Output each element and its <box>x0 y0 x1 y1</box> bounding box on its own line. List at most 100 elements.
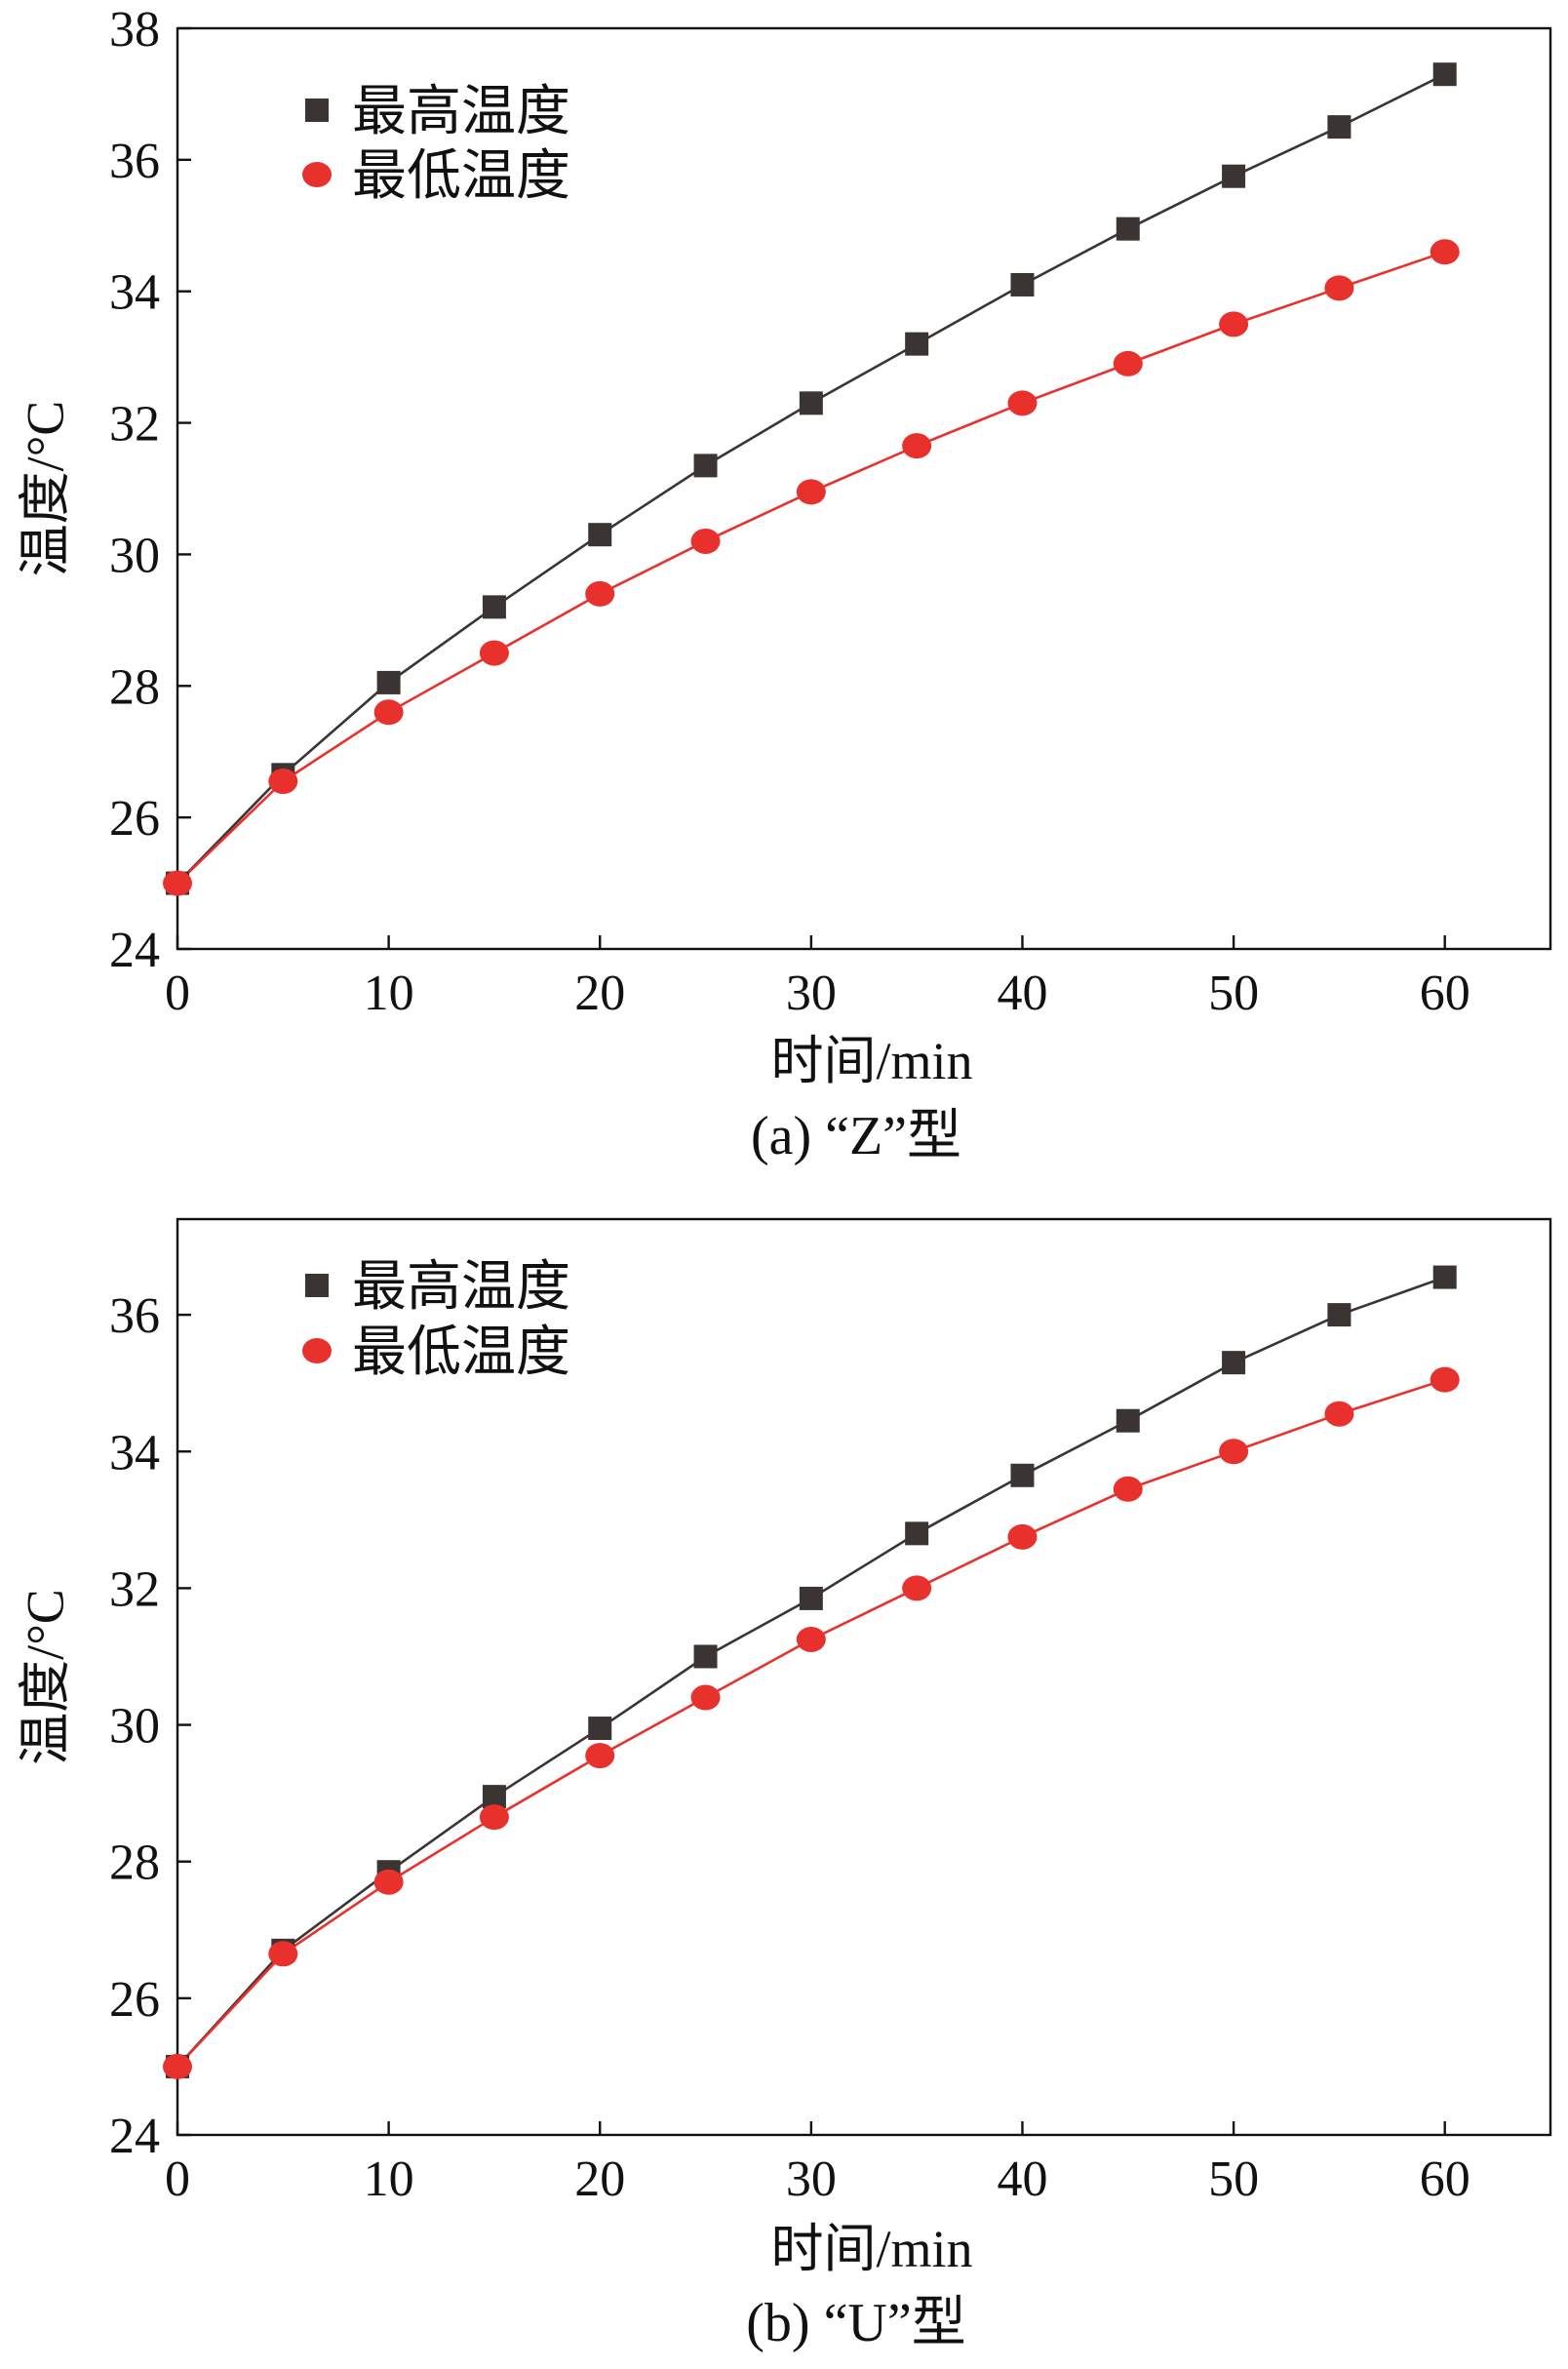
x-tick-label: 0 <box>165 2152 190 2207</box>
x-tick-label: 50 <box>1208 966 1259 1021</box>
data-point-min <box>585 1743 615 1769</box>
data-point-min <box>1430 239 1460 265</box>
data-point-min <box>1324 275 1354 301</box>
x-tick-label: 60 <box>1420 2152 1470 2207</box>
plot-frame <box>176 26 1552 951</box>
data-point-min <box>163 2053 192 2079</box>
y-tick-label: 26 <box>109 1972 160 2028</box>
data-point-min <box>479 1804 509 1831</box>
y-tick-label: 24 <box>109 923 160 978</box>
y-tick-label: 36 <box>109 134 160 189</box>
data-point-min <box>902 433 932 459</box>
data-point-max <box>799 391 823 415</box>
data-point-max <box>1327 115 1352 139</box>
y-tick-label: 36 <box>109 1288 160 1344</box>
series-line-min <box>176 1378 1446 2068</box>
data-point-min <box>796 1626 826 1652</box>
data-point-max <box>1116 217 1140 241</box>
x-tick-label: 20 <box>574 2152 625 2207</box>
data-point-max <box>1116 1408 1140 1433</box>
plot-frame <box>176 1217 1552 2137</box>
data-point-min <box>1113 1476 1143 1502</box>
data-point-max <box>588 1717 612 1741</box>
data-point-min <box>1007 390 1038 416</box>
y-tick-label: 32 <box>109 397 160 453</box>
data-point-max <box>1222 1351 1246 1375</box>
chart-panel-b: 0 10 20 30 40 50 60 24 26 28 30 32 34 36 时间/min 温度/°C (b… <box>16 1217 1552 2353</box>
data-point-max <box>1010 1463 1035 1487</box>
data-point-max <box>693 1644 718 1669</box>
y-tick-label: 28 <box>109 1836 160 1891</box>
data-point-min <box>1219 1439 1249 1465</box>
data-point-max <box>482 595 506 619</box>
x-tick-label: 50 <box>1208 2152 1259 2207</box>
data-point-min <box>796 479 826 505</box>
data-point-min <box>1219 311 1249 337</box>
data-point-max <box>376 670 401 694</box>
y-tick-label: 30 <box>109 528 160 583</box>
x-tick-label: 30 <box>786 966 837 1021</box>
x-tick-label: 20 <box>574 966 625 1021</box>
data-point-min <box>163 870 192 896</box>
data-point-min <box>1113 350 1143 376</box>
legend-marker-square <box>305 1274 329 1297</box>
legend-marker-circle <box>302 1338 332 1363</box>
data-point-max <box>799 1586 823 1610</box>
y-tick-label: 26 <box>109 791 160 847</box>
data-point-max <box>693 454 718 478</box>
x-axis-title: 时间/min <box>770 2220 972 2278</box>
data-point-max <box>1432 1265 1457 1289</box>
data-point-min <box>690 528 721 554</box>
y-axis-title: 温度/°C <box>16 401 74 577</box>
y-tick-label: 30 <box>109 1699 160 1755</box>
series-line-max <box>176 1276 1446 2068</box>
data-point-min <box>268 1941 298 1967</box>
x-tick-label: 60 <box>1420 966 1470 1021</box>
data-point-min <box>690 1684 721 1711</box>
y-tick-label: 28 <box>109 659 160 715</box>
x-tick-label: 0 <box>165 966 190 1021</box>
data-point-min <box>1324 1401 1354 1427</box>
x-tick-label: 40 <box>997 966 1047 1021</box>
y-tick-label: 32 <box>109 1561 160 1617</box>
data-point-min <box>373 699 404 726</box>
data-point-max <box>1222 164 1246 188</box>
y-tick-label: 24 <box>109 2109 160 2164</box>
legend-label: 最低温度 <box>352 146 570 207</box>
data-point-max <box>905 1521 929 1546</box>
data-point-min <box>1007 1523 1038 1550</box>
chart-caption: (b) “U”型 <box>746 2293 965 2353</box>
data-point-max <box>1010 272 1035 296</box>
legend-marker-circle <box>302 162 332 187</box>
data-point-min <box>902 1575 932 1601</box>
data-point-max <box>588 523 612 547</box>
data-point-min <box>479 640 509 666</box>
data-point-min <box>585 580 615 607</box>
data-point-min <box>373 1869 404 1895</box>
y-tick-label: 38 <box>109 2 160 58</box>
chart-caption: (a) “Z”型 <box>751 1106 961 1166</box>
data-point-max <box>482 1785 506 1809</box>
data-point-max <box>905 332 929 356</box>
x-axis-title: 时间/min <box>770 1032 972 1090</box>
series-line-min <box>176 251 1446 885</box>
data-point-max <box>1327 1303 1352 1327</box>
x-tick-label: 10 <box>364 966 414 1021</box>
legend-label: 最高温度 <box>352 82 570 142</box>
x-tick-label: 10 <box>364 2152 414 2207</box>
x-tick-label: 30 <box>786 2152 837 2207</box>
legend-marker-square <box>305 99 329 122</box>
y-tick-label: 34 <box>109 265 160 321</box>
data-point-min <box>1430 1366 1460 1393</box>
y-axis-title: 温度/°C <box>16 1589 74 1765</box>
data-point-max <box>1432 62 1457 87</box>
x-tick-label: 40 <box>997 2152 1047 2207</box>
chart-panel-a: 0 10 20 30 40 50 60 24 26 28 30 32 34 36 38 时间/min 温度/°C… <box>16 2 1552 1166</box>
data-point-min <box>268 769 298 795</box>
y-tick-label: 34 <box>109 1425 160 1481</box>
legend-label: 最高温度 <box>352 1257 570 1318</box>
legend-label: 最低温度 <box>352 1323 570 1383</box>
